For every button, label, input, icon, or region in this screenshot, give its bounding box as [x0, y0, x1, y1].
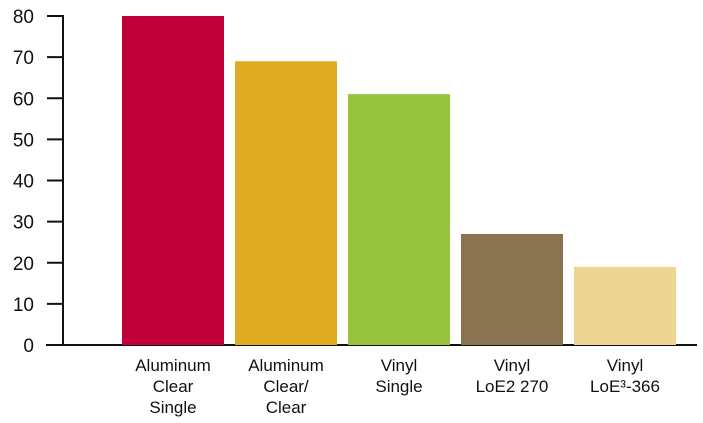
y-tick-label: 70 — [13, 48, 34, 69]
y-tick-label: 80 — [13, 7, 34, 28]
y-tick-label: 20 — [13, 254, 34, 275]
y-tick-label: 40 — [13, 172, 34, 193]
bars — [122, 16, 676, 346]
y-tick-label: 30 — [13, 213, 34, 234]
y-tick-label: 60 — [13, 89, 34, 110]
x-category-labels: Aluminum Clear Single Aluminum Clear/Clear Vi… — [135, 356, 660, 417]
x-category-label: Vinyl LoE2 270 — [476, 356, 549, 396]
y-tick-labels: 0 10 20 30 40 50 60 70 80 — [13, 7, 34, 357]
y-tick-label: 10 — [13, 295, 34, 316]
bar — [348, 94, 450, 345]
bar — [122, 16, 224, 345]
bar — [574, 266, 676, 345]
x-category-label: Vinyl LoE³-366 — [590, 356, 660, 396]
x-category-label: Vinyl Single — [375, 356, 422, 396]
bar — [235, 61, 337, 346]
bar — [461, 233, 563, 345]
x-category-label: Aluminum Clear/Clear — [248, 356, 324, 417]
x-category-label: Aluminum Clear Single — [135, 356, 211, 417]
y-tick-label: 50 — [13, 130, 34, 151]
y-tick-label: 0 — [23, 336, 34, 357]
